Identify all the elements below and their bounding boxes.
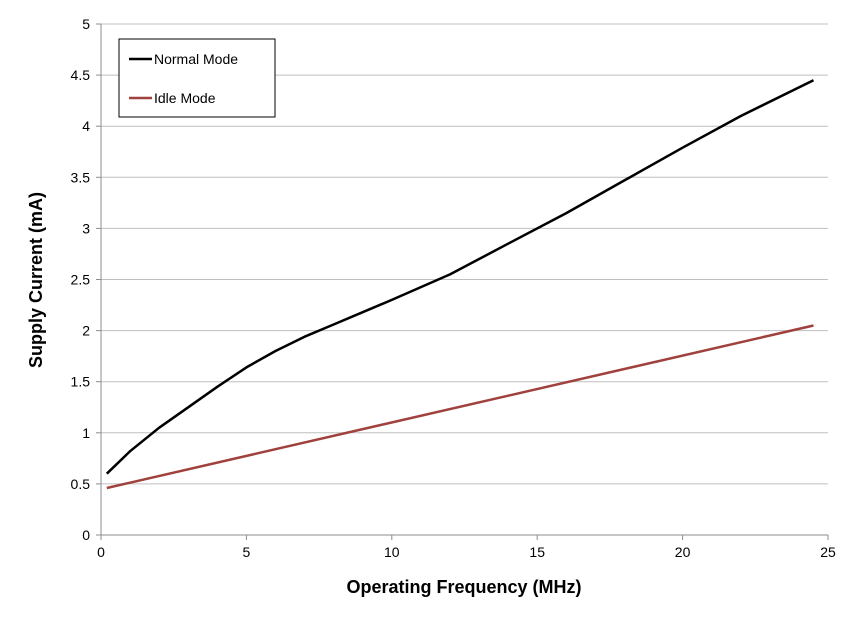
y-tick-label: 3 bbox=[82, 220, 90, 236]
x-tick-label: 0 bbox=[97, 544, 105, 560]
series-line-idle-mode bbox=[106, 324, 814, 490]
y-tick-label: 2.5 bbox=[71, 272, 91, 288]
x-tick-label: 20 bbox=[675, 544, 691, 560]
y-tick-label: 2 bbox=[82, 323, 90, 339]
plot-series bbox=[105, 79, 815, 490]
gridlines bbox=[101, 23, 828, 485]
y-tick-label: 4.5 bbox=[71, 67, 91, 83]
x-axis-title: Operating Frequency (MHz) bbox=[346, 577, 581, 597]
x-tick-label: 10 bbox=[384, 544, 400, 560]
series-line-normal-mode bbox=[105, 79, 815, 475]
y-tick-label: 1 bbox=[82, 425, 90, 441]
tick-labels: 0 0.5 1 1.5 2 2.5 3 3.5 4 4.5 5 0 5 10 15 20 25 bbox=[71, 16, 836, 560]
y-axis-title: Supply Current (mA) bbox=[26, 192, 46, 368]
x-tick-label: 15 bbox=[529, 544, 545, 560]
y-tick-label: 0 bbox=[82, 527, 90, 543]
x-tick-label: 25 bbox=[820, 544, 836, 560]
legend: Normal Mode Idle Mode bbox=[118, 38, 276, 118]
y-tick-label: 1.5 bbox=[71, 374, 91, 390]
y-tick-label: 4 bbox=[82, 118, 90, 134]
y-tick-label: 0.5 bbox=[71, 476, 91, 492]
axes bbox=[96, 23, 829, 540]
y-tick-label: 3.5 bbox=[71, 169, 91, 185]
legend-box bbox=[118, 38, 276, 118]
legend-label-normal: Normal Mode bbox=[154, 51, 238, 67]
x-tick-label: 5 bbox=[243, 544, 251, 560]
y-tick-label: 5 bbox=[82, 16, 90, 32]
legend-label-idle: Idle Mode bbox=[154, 90, 216, 106]
